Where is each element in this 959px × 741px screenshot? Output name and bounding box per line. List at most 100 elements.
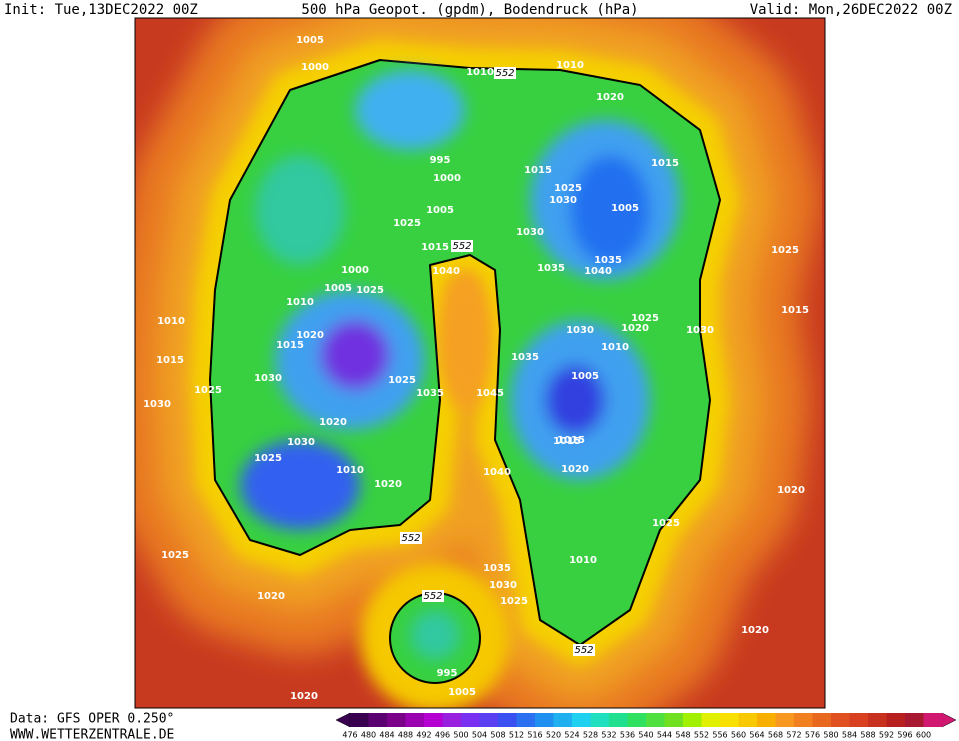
colorbar-label: 584 <box>842 731 857 740</box>
colorbar-label: 528 <box>583 731 598 740</box>
colorbar-swatch <box>905 713 924 727</box>
colorbar-label: 492 <box>416 731 431 740</box>
isobar-label: 1040 <box>432 266 460 277</box>
colorbar-swatch <box>775 713 795 727</box>
init-time: Init: Tue,13DEC2022 00Z <box>4 2 198 18</box>
isobar-label: 1020 <box>319 417 347 428</box>
colorbar-swatch <box>849 713 869 727</box>
colorbar-swatch <box>609 713 628 727</box>
contour-label-bg <box>451 240 473 252</box>
isobar-label: 1010 <box>466 67 494 78</box>
colorbar-swatch <box>720 713 739 727</box>
colorbar-label: 572 <box>786 731 801 740</box>
isobar-label: 1020 <box>374 479 402 490</box>
colorbar-label: 560 <box>731 731 746 740</box>
colorbar-label: 600 <box>916 731 931 740</box>
colorbar: 476 480 484 488 492 496 500 504 508 512 516 520 524 5… <box>335 712 957 740</box>
isobar-label: 1015 <box>781 305 809 316</box>
colorbar-swatch <box>738 713 758 727</box>
colorbar-swatch <box>535 713 554 727</box>
colorbar-swatch <box>701 713 721 727</box>
colorbar-label: 500 <box>453 731 468 740</box>
isobar-label: 1020 <box>561 464 589 475</box>
colorbar-swatch <box>627 713 647 727</box>
isobar-label: 1000 <box>341 265 369 276</box>
isobar-label: 1025 <box>161 550 189 561</box>
isobar-label: 1010 <box>157 316 185 327</box>
colorbar-label: 544 <box>657 731 672 740</box>
colorbar-swatch <box>461 713 480 727</box>
isobar-label: 1020 <box>777 485 805 496</box>
isobar-label: 1020 <box>290 691 318 702</box>
contour-label-bg <box>494 67 516 79</box>
isobar-label: 1020 <box>296 330 324 341</box>
colorbar-label: 480 <box>361 731 376 740</box>
isobar-label: 1030 <box>287 437 315 448</box>
isobar-label: 1015 <box>524 165 552 176</box>
isobar-label: 1035 <box>416 388 444 399</box>
isobar-label: 1005 <box>324 283 352 294</box>
colorbar-swatch <box>516 713 536 727</box>
colorbar-label: 548 <box>675 731 690 740</box>
colorbar-label: 556 <box>712 731 727 740</box>
colorbar-swatch <box>424 713 443 727</box>
isobar-label: 1005 <box>571 371 599 382</box>
colorbar-label: 524 <box>564 731 579 740</box>
isobar-label: 1045 <box>476 388 504 399</box>
isobar-label: 1030 <box>686 325 714 336</box>
data-source: Data: GFS OPER 0.250° <box>10 712 174 727</box>
colorbar-label: 596 <box>897 731 912 740</box>
colorbar-label: 540 <box>638 731 653 740</box>
map-frame <box>134 17 826 709</box>
isobar-label: 1020 <box>621 323 649 334</box>
colorbar-label: 488 <box>398 731 413 740</box>
isobar-label: 1010 <box>336 465 364 476</box>
colorbar-swatch <box>923 713 943 727</box>
isobar-label: 1010 <box>569 555 597 566</box>
isobar-label: 1005 <box>426 205 454 216</box>
contour-label-bg <box>400 532 422 544</box>
isobar-label: 1010 <box>556 60 584 71</box>
isobar-label: 1000 <box>301 62 329 73</box>
colorbar-label: 588 <box>860 731 875 740</box>
colorbar-swatch <box>368 713 388 727</box>
isobar-label: 1025 <box>356 285 384 296</box>
map-title: 500 hPa Geopot. (gpdm), Bodendruck (hPa) <box>301 2 638 18</box>
colorbar-label: 508 <box>490 731 505 740</box>
colorbar-swatch <box>664 713 684 727</box>
isobar-label: 1015 <box>553 436 581 447</box>
isobar-label: 1005 <box>611 203 639 214</box>
colorbar-swatch <box>590 713 610 727</box>
colorbar-label: 504 <box>472 731 487 740</box>
colorbar-swatch <box>831 713 850 727</box>
colorbar-swatch <box>683 713 702 727</box>
isobar-label: 1025 <box>771 245 799 256</box>
isobar-label: 1040 <box>483 467 511 478</box>
isobar-label: 1030 <box>549 195 577 206</box>
colorbar-label: 520 <box>546 731 561 740</box>
colorbar-swatch <box>868 713 887 727</box>
isobar-label: 1015 <box>421 242 449 253</box>
isobar-label: 1035 <box>594 255 622 266</box>
isobar-label: 1030 <box>566 325 594 336</box>
colorbar-swatch <box>757 713 776 727</box>
colorbar-label: 564 <box>749 731 764 740</box>
isobar-label: 1035 <box>537 263 565 274</box>
colorbar-label: 592 <box>879 731 894 740</box>
isobar-label: 1030 <box>516 227 544 238</box>
colorbar-swatch <box>350 713 369 727</box>
isobar-label: 1015 <box>651 158 679 169</box>
colorbar-swatch <box>812 713 832 727</box>
colorbar-label: 580 <box>823 731 838 740</box>
colorbar-swatch <box>387 713 406 727</box>
contour-label: 552 <box>401 533 420 544</box>
valid-time: Valid: Mon,26DEC2022 00Z <box>750 2 952 18</box>
contour-label: 552 <box>495 68 514 79</box>
colorbar-swatch <box>479 713 499 727</box>
colorbar-arrow <box>335 712 351 728</box>
isobar-label: 1015 <box>276 340 304 351</box>
colorbar-swatch <box>498 713 517 727</box>
